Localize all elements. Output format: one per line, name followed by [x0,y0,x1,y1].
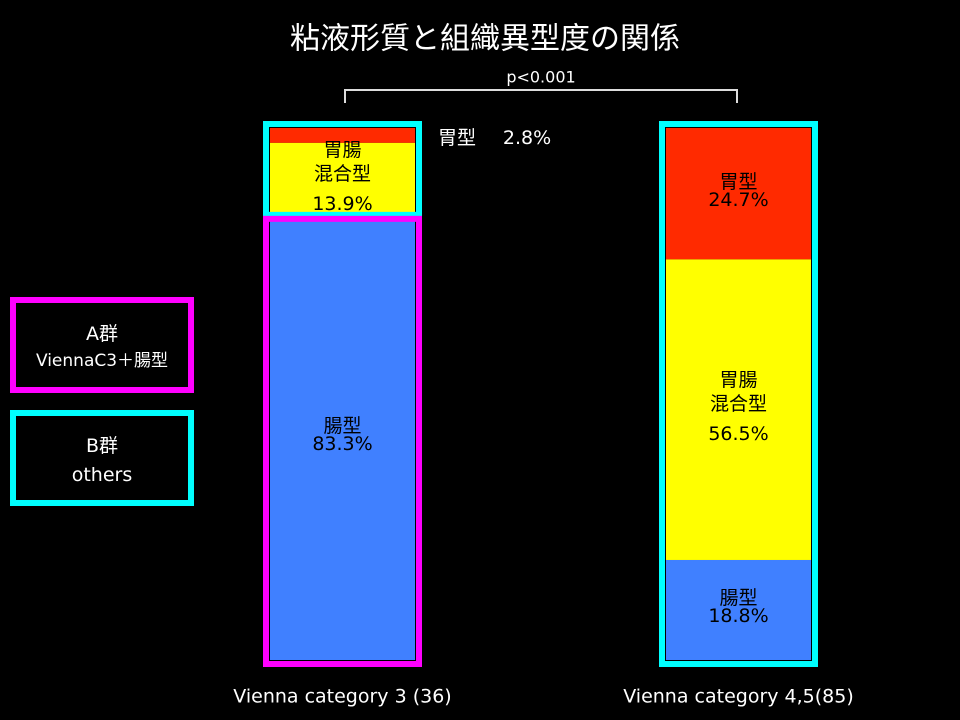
category-label: Vienna category 4,5(85) [623,686,854,708]
group-a: A群 ViennaC3＋腸型 [10,297,194,393]
group-label: A群 [86,323,118,345]
bar-segment [666,128,811,260]
bar-segment [666,559,811,660]
value-label: 2.8% [502,127,552,149]
group-frame [263,215,422,667]
bar-segment [270,142,415,217]
bar-segment [270,216,415,660]
segment-name: 腸型 [719,586,758,609]
bar-segment [666,259,811,560]
segment-name: 胃腸 混合型 [313,138,372,185]
value-label: 24.7% [708,188,769,211]
value-label: 56.5% [708,422,769,445]
segment-name: 胃型 [719,170,758,193]
segment-name: 胃型 [437,127,477,149]
bracket [344,89,738,103]
group-b: B群 others [10,410,194,506]
bar-segment [270,128,415,143]
category-label: Vienna category 3 (36) [233,686,451,708]
segment-name: 腸型 [323,415,362,438]
group-label: B群 [85,434,119,457]
value-label: 83.3% [312,433,373,456]
segment-name: 胃腸 混合型 [709,368,768,415]
p-value: p<0.001 [506,68,575,87]
group-frame [659,121,818,667]
value-label: 13.9% [312,192,373,215]
group-frame [263,121,422,218]
value-label: 18.8% [708,604,769,627]
group-description: others [71,463,133,486]
group-description: ViennaC3＋腸型 [35,351,169,371]
chart-title: 粘液形質と組織異型度の関係 [290,22,680,57]
